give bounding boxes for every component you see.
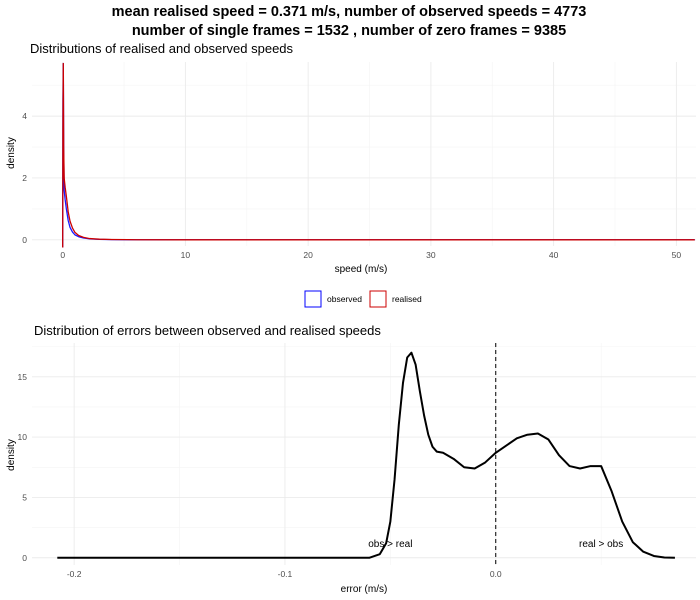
x-tick-label: -0.2 — [67, 569, 82, 579]
panel-1-x-axis-label: speed (m/s) — [335, 264, 388, 275]
series-line-realised — [62, 62, 695, 248]
y-tick-label: 2 — [22, 173, 27, 183]
legend-item-observed: observed — [304, 290, 362, 308]
panel-1-series — [62, 62, 695, 248]
legend-key-observed — [304, 290, 322, 308]
series-line-observed — [62, 62, 695, 248]
legend-label-observed: observed — [327, 294, 362, 304]
panel-1-y-axis: 0 2 4 — [22, 111, 27, 245]
legend-label-realised: realised — [392, 294, 422, 304]
panel-1-title: Distributions of realised and observed s… — [30, 41, 294, 56]
panel-2-title: Distribution of errors between observed … — [34, 323, 381, 338]
annotation-label: real > obs — [579, 539, 623, 550]
panel-1-grid — [32, 62, 696, 246]
legend-key-realised — [369, 290, 387, 308]
panel-2-x-axis-label: error (m/s) — [341, 584, 388, 595]
panel-2-annotations: obs > real real > obs — [368, 539, 623, 550]
suptitle-line-1: mean realised speed = 0.371 m/s, number … — [112, 4, 587, 20]
x-tick-label: -0.1 — [278, 569, 293, 579]
x-tick-label: 10 — [181, 250, 191, 260]
x-tick-label: 40 — [549, 250, 559, 260]
error-distribution-panel: Distribution of errors between observed … — [6, 323, 696, 595]
panel-1-y-axis-label: density — [6, 137, 17, 169]
annotation-label: obs > real — [368, 539, 412, 550]
panel-2-x-axis: -0.2 -0.1 0.0 — [67, 569, 502, 579]
y-tick-label: 0 — [22, 235, 27, 245]
panel-1-x-axis: 0 10 20 30 40 50 — [60, 250, 681, 260]
y-tick-label: 10 — [18, 432, 28, 442]
series-line — [57, 351, 675, 559]
panel-2-y-axis-label: density — [6, 439, 17, 471]
panel-2-series — [57, 351, 675, 559]
panel-2-grid — [32, 343, 696, 565]
suptitle-line-2: number of single frames = 1532 , number … — [132, 23, 566, 39]
y-tick-label: 0 — [22, 553, 27, 563]
x-tick-label: 0.0 — [490, 569, 502, 579]
x-tick-label: 0 — [60, 250, 65, 260]
y-tick-label: 4 — [22, 111, 27, 121]
x-tick-label: 30 — [426, 250, 436, 260]
panel-2-y-axis: 0 5 10 15 — [18, 372, 28, 563]
y-tick-label: 15 — [18, 372, 28, 382]
y-tick-label: 5 — [22, 492, 27, 502]
legend: observed realised — [304, 290, 422, 308]
speed-distribution-panel: Distributions of realised and observed s… — [6, 41, 696, 275]
legend-item-realised: realised — [369, 290, 422, 308]
x-tick-label: 50 — [672, 250, 682, 260]
x-tick-label: 20 — [303, 250, 313, 260]
